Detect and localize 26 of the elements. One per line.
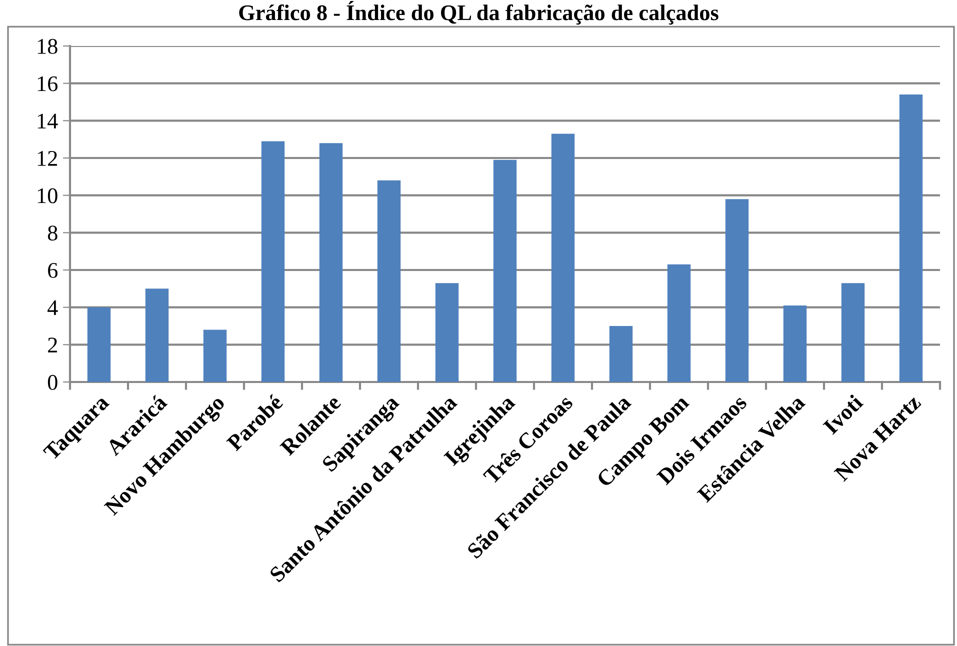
y-tick-label: 12 <box>38 150 57 166</box>
y-tick-label: 4 <box>48 300 58 316</box>
bar <box>203 330 227 382</box>
y-tick-label: 0 <box>48 374 58 390</box>
bar <box>783 305 807 382</box>
bar <box>145 288 169 382</box>
bar <box>725 199 749 382</box>
bar <box>899 94 923 382</box>
bar <box>609 326 633 382</box>
chart-title: Gráfico 8 - Índice do QL da fabricação de calçados <box>239 1 718 25</box>
y-tick-label: 16 <box>38 76 58 92</box>
bar <box>493 160 517 382</box>
bar <box>319 143 343 382</box>
y-tick-label: 8 <box>48 226 58 241</box>
bar <box>261 141 285 382</box>
bar <box>377 180 401 382</box>
bar <box>667 264 691 382</box>
bar <box>435 283 459 382</box>
bar <box>87 307 111 382</box>
y-tick-label: 18 <box>38 38 58 54</box>
bar <box>841 283 865 382</box>
y-tick-label: 2 <box>48 338 57 352</box>
y-tick-label: 10 <box>38 188 58 204</box>
y-tick-label: 14 <box>38 114 58 128</box>
bar <box>551 134 575 382</box>
y-tick-label: 6 <box>48 262 58 278</box>
